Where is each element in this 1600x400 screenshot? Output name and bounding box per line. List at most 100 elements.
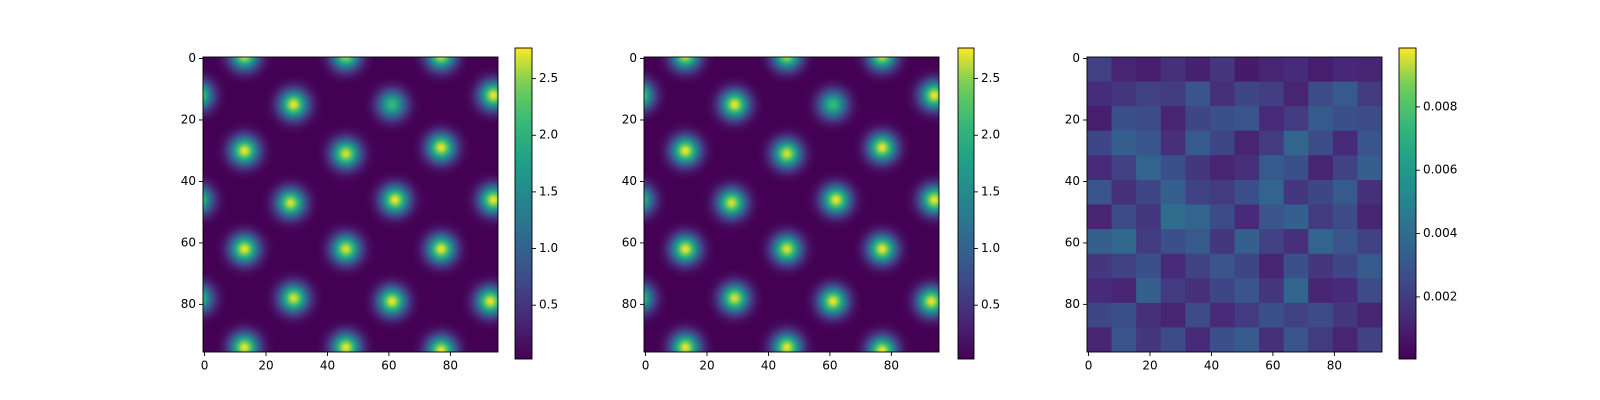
cell: [1209, 106, 1235, 132]
cell: [1283, 106, 1309, 132]
cell: [1209, 302, 1235, 328]
cell: [1308, 229, 1334, 255]
cell: [1087, 57, 1113, 83]
cell: [1111, 106, 1137, 132]
cell: [1136, 278, 1162, 304]
cell: [1283, 155, 1309, 181]
spot: [705, 75, 765, 135]
y-tick-label: 20: [1065, 112, 1080, 126]
spot: [460, 271, 498, 331]
colorbar: [957, 47, 975, 360]
cell: [1308, 155, 1334, 181]
cell: [1259, 179, 1285, 205]
cell: [1357, 57, 1382, 83]
heatmap: [644, 57, 939, 352]
cell: [1160, 57, 1186, 83]
cell: [1111, 302, 1137, 328]
spot: [203, 170, 228, 230]
cell: [1087, 327, 1113, 352]
cell: [1308, 81, 1334, 107]
spot: [203, 66, 228, 125]
cell: [1209, 155, 1235, 181]
spot: [316, 219, 376, 279]
cell: [1357, 253, 1382, 279]
cell: [1259, 327, 1285, 352]
spot: [852, 57, 912, 85]
spot: [264, 268, 324, 328]
cell: [1234, 130, 1260, 156]
cell: [1308, 179, 1334, 205]
cell: [1185, 327, 1211, 352]
cell: [1185, 278, 1211, 304]
y-tick-label: 60: [622, 235, 637, 249]
y-tick-label: 40: [1065, 174, 1080, 188]
y-tick-label: 40: [622, 174, 637, 188]
spot: [264, 75, 324, 135]
spot: [803, 271, 863, 331]
spot: [365, 170, 425, 230]
cell: [1332, 327, 1358, 352]
cell: [1234, 278, 1260, 304]
cell: [1259, 57, 1285, 83]
spot: [261, 173, 321, 233]
cell: [1209, 179, 1235, 205]
spot: [463, 170, 498, 230]
x-tick-label: 20: [1142, 359, 1157, 373]
cell: [1185, 81, 1211, 107]
x-tick-label: 40: [1204, 359, 1219, 373]
cell: [1308, 302, 1334, 328]
cell: [1160, 302, 1186, 328]
colorbar-tick-label: 1.0: [539, 241, 558, 255]
cell: [1136, 130, 1162, 156]
cell: [1259, 253, 1285, 279]
cell: [1209, 204, 1235, 230]
cell: [1259, 278, 1285, 304]
x-tick-label: 60: [1265, 359, 1280, 373]
cell: [1357, 302, 1382, 328]
cell: [1283, 229, 1309, 255]
cell: [1357, 204, 1382, 230]
spot: [803, 75, 863, 135]
cell: [1357, 130, 1382, 156]
spot: [904, 170, 939, 230]
spot: [411, 57, 471, 85]
cell: [1087, 155, 1113, 181]
cell: [1234, 204, 1260, 230]
spot: [655, 121, 715, 181]
cell: [1332, 155, 1358, 181]
spot: [316, 124, 376, 184]
cell: [1160, 106, 1186, 132]
cell: [1087, 130, 1113, 156]
cell: [1283, 278, 1309, 304]
spot: [644, 66, 669, 125]
spot: [411, 118, 471, 178]
spot: [644, 170, 669, 230]
spot: [705, 268, 765, 328]
spot: [655, 317, 715, 352]
x-tick-label: 80: [1327, 359, 1342, 373]
y-tick-label: 20: [622, 112, 637, 126]
cell: [1087, 278, 1113, 304]
colorbar-tick-label: 0.5: [981, 298, 1000, 312]
cell: [1136, 106, 1162, 132]
y-tick-label: 80: [1065, 297, 1080, 311]
colorbar-tick-label: 2.5: [981, 71, 1000, 85]
cell: [1209, 278, 1235, 304]
cell: [1283, 327, 1309, 352]
colorbar-tick-label: 1.0: [981, 241, 1000, 255]
colorbar-tick-label: 2.0: [981, 128, 1000, 142]
spot: [806, 170, 866, 230]
heatmap: [1087, 57, 1382, 352]
cell: [1136, 302, 1162, 328]
cell: [1136, 204, 1162, 230]
x-tick-label: 40: [320, 359, 335, 373]
cell: [1185, 179, 1211, 205]
colorbar-tick-label: 2.0: [539, 128, 558, 142]
y-tick-label: 80: [622, 297, 637, 311]
spot: [656, 57, 715, 85]
colorbar: [514, 47, 533, 360]
cell: [1185, 57, 1211, 83]
spot: [757, 57, 817, 85]
y-tick-label: 60: [1065, 235, 1080, 249]
cell: [1259, 229, 1285, 255]
